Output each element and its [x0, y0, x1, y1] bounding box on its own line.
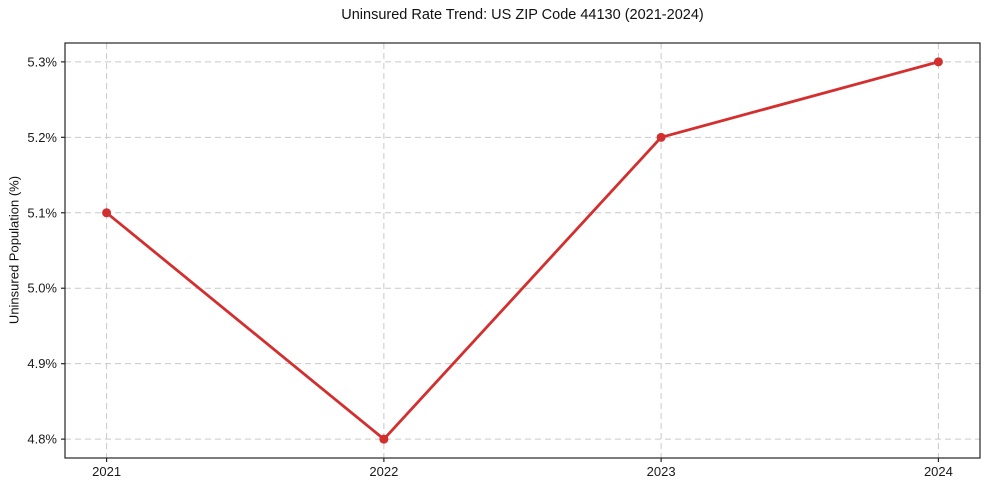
y-tick-label: 5.3%: [27, 54, 57, 69]
chart-title: Uninsured Rate Trend: US ZIP Code 44130 …: [341, 7, 704, 23]
data-point-2024: [933, 57, 943, 67]
x-tick-label: 2024: [924, 464, 953, 479]
x-tick-label: 2022: [369, 464, 398, 479]
data-point-2021: [102, 208, 112, 218]
y-tick-label: 4.9%: [27, 356, 57, 371]
y-tick-label: 4.8%: [27, 432, 57, 447]
x-tick-label: 2023: [647, 464, 676, 479]
y-tick-label: 5.0%: [27, 281, 57, 296]
plot-border: [64, 42, 981, 459]
y-tick-label: 5.2%: [27, 130, 57, 145]
data-point-2023: [656, 132, 666, 142]
data-point-2022: [379, 434, 389, 444]
trend-line: [105, 60, 940, 441]
x-tick-label: 2021: [92, 464, 121, 479]
y-tick-label: 5.1%: [27, 205, 57, 220]
